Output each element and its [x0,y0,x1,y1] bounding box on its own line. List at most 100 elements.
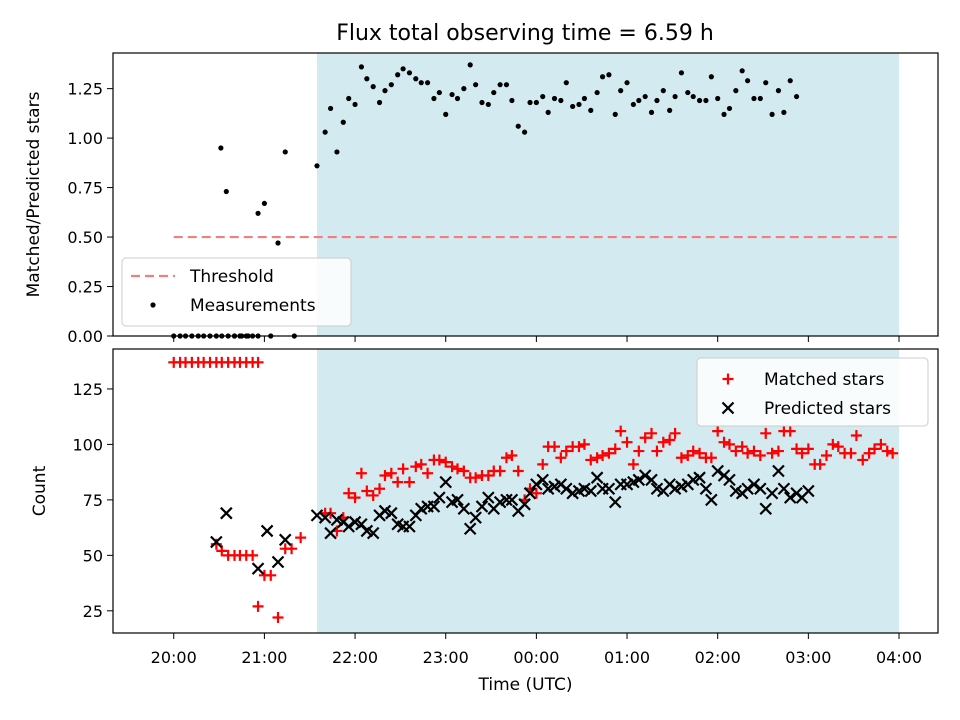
measurement-point [696,97,703,104]
matched-star-point [857,454,869,466]
predicted-star-point [482,491,495,504]
matched-star-point [210,538,222,550]
matched-star-point [415,458,427,470]
y-tick-label: 0.50 [67,228,103,247]
matched-star-point [850,430,862,442]
matched-star-point [433,454,445,466]
matched-star-point [379,469,391,481]
legend-measurement-swatch [150,302,156,308]
matched-star-point [573,441,585,453]
measurement-point [473,82,479,88]
measurement-point [642,93,648,100]
predicted-star-point [451,493,464,507]
measurement-point [599,74,606,80]
measurement-point [406,70,413,76]
predicted-star-point [747,478,761,491]
matched-star-point [736,441,748,453]
matched-star-point [578,438,590,450]
matched-star-point [585,454,597,466]
matched-star-point [555,452,567,464]
measurement-point [314,163,320,169]
measurement-point [685,89,691,96]
measurement-point [424,80,431,86]
predicted-star-point [324,526,337,540]
y-tick-label: 1.00 [67,129,103,148]
measurement-point [570,103,576,110]
matched-star-point [766,447,778,459]
measurement-point [334,149,340,155]
predicted-star-point [260,524,274,538]
legend-matched-label: Matched stars [764,370,884,390]
predicted-star-point [463,522,477,535]
measurement-point [739,68,745,74]
predicted-star-point [530,478,543,491]
measurement-point [346,95,352,102]
measurement-point [667,107,673,113]
measurement-point [454,95,461,102]
predicted-star-point [439,475,452,489]
matched-star-point [869,443,881,455]
matched-star-point [657,436,669,448]
measurement-point [793,93,800,100]
matched-star-point [722,373,734,385]
matched-star-point [802,443,814,455]
measurement-point [255,210,261,216]
matched-star-point [675,452,687,464]
measurement-point [395,72,401,78]
matched-star-point [603,447,615,459]
matched-star-point [712,425,724,437]
matched-star-point [286,543,298,555]
matched-star-point [832,441,844,453]
measurement-point [515,123,521,129]
predicted-star-point [278,533,292,547]
predicted-star-point [427,500,441,513]
y-tick-label: 0.00 [67,327,103,346]
bottom-panel: 25 50 75 100 125 20:00 21:00 22:00 23:00 00:00 01… [30,348,939,695]
predicted-star-point [251,562,265,575]
y-tick-label: 0.75 [67,179,103,198]
x-tick-label: 04:00 [876,648,922,667]
matched-star-point [470,472,482,484]
matched-star-point [814,458,826,470]
matched-star-point [646,427,658,439]
matched-star-point [252,356,264,368]
measurement-point [527,99,533,106]
measurement-point [660,88,666,94]
measurement-point [703,97,709,104]
matched-star-point [754,450,766,461]
matched-star-point [742,447,754,459]
matched-star-point [560,445,572,457]
matched-star-point [820,450,832,461]
matched-star-point [687,445,699,457]
matched-star-point [446,461,458,473]
matched-star-point [591,452,603,464]
matched-star-point [664,434,676,446]
measurement-point [576,101,582,108]
matched-star-point [597,450,609,461]
measurement-point [449,91,455,98]
matched-star-point [349,492,361,504]
legend-threshold-label: Threshold [189,267,274,287]
y-tick-label: 0.25 [67,278,103,297]
matched-star-point [355,467,367,479]
predicted-star-point [608,495,622,509]
measurement-point [781,109,787,115]
measurement-point [715,95,721,102]
bottom-y-axis-label: Count [30,465,50,516]
top-observing-span [316,53,900,336]
measurement-point [751,95,757,102]
measurement-point [787,78,793,84]
bottom-x-ticks: 20:00 21:00 22:00 23:00 00:00 01:00 02:00 03:00… [151,633,922,667]
measurement-point [388,82,394,88]
matched-star-point [265,569,277,581]
matched-star-point [609,443,621,455]
measurement-point [327,105,334,112]
matched-star-point [633,445,645,457]
predicted-star-point [754,482,767,496]
matched-star-point [374,483,386,495]
predicted-star-point [475,500,489,513]
top-x-ticks [173,336,900,342]
measurement-point [218,145,224,151]
predicted-star-point [777,482,791,496]
